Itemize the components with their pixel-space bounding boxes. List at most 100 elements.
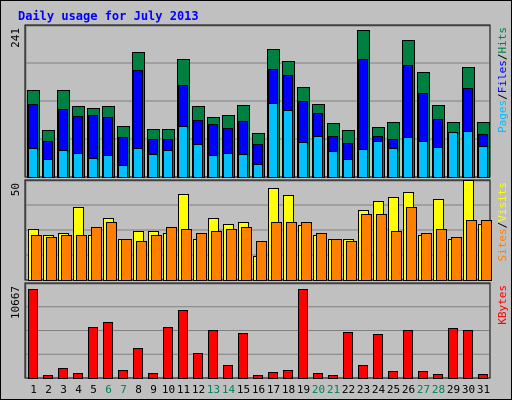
bar-pages-day-31 [478, 146, 488, 178]
panel-axis-label-part: KBytes [496, 285, 509, 325]
bar-pages-day-18 [283, 110, 293, 178]
bar-kbytes-day-24 [373, 334, 383, 379]
x-tick-label-day-8: 8 [135, 383, 142, 396]
bar-sites-day-15 [241, 227, 252, 281]
bar-kbytes-day-18 [283, 370, 293, 379]
bar-sites-day-4 [76, 235, 87, 281]
x-tick-label-day-3: 3 [60, 383, 67, 396]
bar-kbytes-day-15 [238, 333, 248, 379]
bar-pages-day-17 [268, 103, 278, 178]
bar-kbytes-day-9 [148, 373, 158, 379]
bar-sites-day-14 [226, 229, 237, 281]
bar-pages-day-3 [58, 150, 68, 178]
bar-kbytes-day-31 [478, 374, 488, 379]
bar-pages-day-24 [373, 141, 383, 178]
bar-pages-day-1 [28, 148, 38, 178]
bar-sites-day-21 [331, 239, 342, 281]
panel-scale-label: 10667 [9, 286, 22, 319]
bar-sites-day-27 [421, 233, 432, 281]
panel-axis-label-part: Hits [496, 27, 509, 54]
bar-kbytes-day-13 [208, 330, 218, 379]
bar-sites-day-6 [106, 222, 117, 281]
bar-kbytes-day-26 [403, 330, 413, 379]
bar-pages-day-14 [223, 153, 233, 178]
bar-pages-day-10 [163, 150, 173, 178]
bar-pages-day-21 [328, 151, 338, 178]
x-tick-label-day-10: 10 [162, 383, 175, 396]
x-tick-label-day-28: 28 [432, 383, 445, 396]
panel-scale-label: 50 [9, 183, 22, 196]
bar-pages-day-23 [358, 149, 368, 178]
bar-kbytes-day-12 [193, 353, 203, 379]
bar-sites-day-22 [346, 241, 357, 281]
panel-axis-label-part: / [496, 54, 509, 61]
bar-pages-day-4 [73, 153, 83, 178]
panel-axis-label-part: Pages [496, 100, 509, 133]
series-pages [28, 103, 488, 178]
bar-pages-day-16 [253, 164, 263, 178]
bar-sites-day-18 [286, 222, 297, 281]
bar-kbytes-day-4 [73, 373, 83, 379]
bar-sites-day-10 [166, 227, 177, 281]
x-tick-label-day-30: 30 [462, 383, 475, 396]
x-tick-label-day-14: 14 [222, 383, 236, 396]
bar-kbytes-day-27 [418, 371, 428, 379]
series-sites [31, 207, 492, 281]
bar-pages-day-25 [388, 148, 398, 178]
bar-kbytes-day-17 [268, 372, 278, 379]
x-tick-label-day-9: 9 [150, 383, 157, 396]
x-tick-label-day-6: 6 [105, 383, 112, 396]
panel-axis-label-part: Visits [496, 182, 509, 222]
x-tick-label-day-15: 15 [237, 383, 250, 396]
bar-kbytes-day-8 [133, 348, 143, 379]
bar-sites-day-30 [466, 220, 477, 281]
panel-axis-label-part: / [496, 93, 509, 100]
x-tick-label-day-16: 16 [252, 383, 265, 396]
bar-sites-day-26 [406, 207, 417, 281]
bar-sites-day-3 [61, 235, 72, 281]
bar-kbytes-day-21 [328, 375, 338, 379]
x-tick-label-day-2: 2 [45, 383, 52, 396]
x-tick-label-day-18: 18 [282, 383, 295, 396]
bar-kbytes-day-2 [43, 375, 53, 379]
bar-pages-day-26 [403, 137, 413, 178]
bar-sites-day-19 [301, 222, 312, 281]
panel-scale-label: 241 [9, 28, 22, 48]
bar-sites-day-12 [196, 233, 207, 281]
bar-kbytes-day-1 [28, 289, 38, 379]
bar-pages-day-12 [193, 144, 203, 178]
panel-axis-label: KBytes [496, 285, 509, 325]
bar-kbytes-day-25 [388, 371, 398, 379]
x-tick-label-day-19: 19 [297, 383, 310, 396]
x-tick-label-day-26: 26 [402, 383, 415, 396]
x-tick-label-day-29: 29 [447, 383, 460, 396]
panel-axis-label-part: / [496, 222, 509, 229]
bar-pages-day-15 [238, 154, 248, 178]
bar-sites-day-1 [31, 235, 42, 281]
x-axis-tick-labels: 1 2 3 4 5 6 7 8 9 10 11 12 13 14 15 16 17 18 19 20 21 22 23 24 2… [30, 383, 490, 396]
bar-kbytes-day-14 [223, 365, 233, 379]
bar-sites-day-23 [361, 214, 372, 281]
bar-kbytes-day-11 [178, 310, 188, 379]
x-tick-label-day-13: 13 [207, 383, 220, 396]
x-tick-label-day-5: 5 [90, 383, 97, 396]
x-tick-label-day-31: 31 [477, 383, 490, 396]
bar-sites-day-11 [181, 229, 192, 281]
panel-axis-label-part: Files [496, 60, 509, 93]
bar-kbytes-day-20 [313, 373, 323, 379]
bar-kbytes-day-22 [343, 332, 353, 379]
x-tick-label-day-20: 20 [312, 383, 325, 396]
bar-pages-day-2 [43, 159, 53, 178]
x-tick-label-day-24: 24 [372, 383, 386, 396]
bar-sites-day-24 [376, 214, 387, 281]
bar-pages-day-8 [133, 148, 143, 178]
bar-kbytes-day-28 [433, 374, 443, 379]
bar-kbytes-day-3 [58, 368, 68, 379]
chart-title: Daily usage for July 2013 [18, 9, 199, 23]
bar-pages-day-19 [298, 142, 308, 178]
bar-sites-day-16 [256, 241, 267, 281]
bar-sites-day-20 [316, 233, 327, 281]
